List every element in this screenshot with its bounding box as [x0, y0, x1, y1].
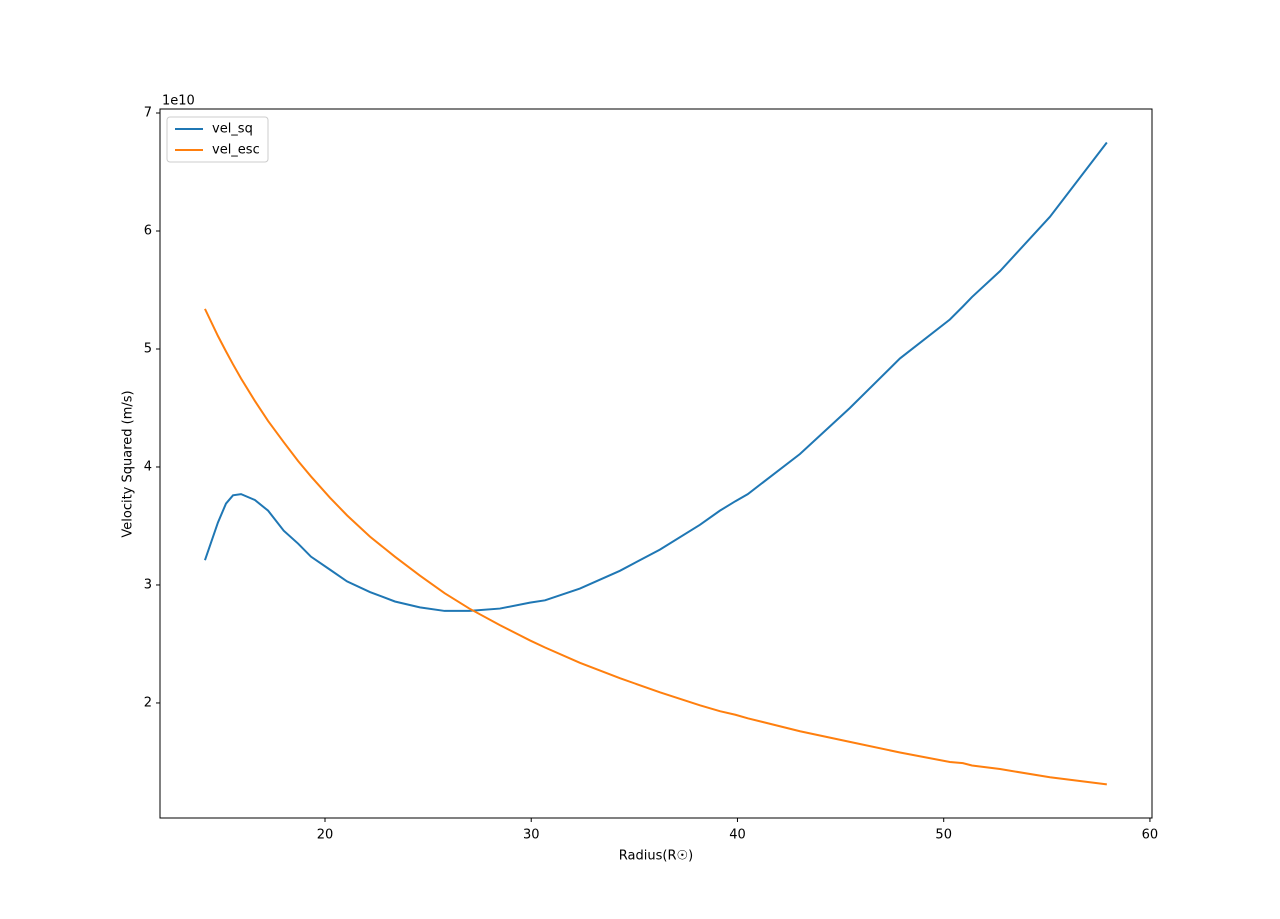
line-series	[204, 141, 1108, 612]
x-tick-label: 20	[317, 828, 334, 843]
y-tick-label: 7	[144, 106, 152, 121]
x-tick-label: 40	[729, 828, 746, 843]
x-tick-label: 50	[935, 828, 952, 843]
y-tick-label: 5	[144, 341, 152, 356]
legend-label: vel_esc	[212, 143, 260, 158]
line-series	[204, 308, 1107, 786]
x-tick-label: 60	[1142, 828, 1159, 843]
y-axis-label: Velocity Squared (m/s)	[121, 390, 136, 537]
y-tick-label: 4	[144, 459, 152, 474]
legend-label: vel_sq	[212, 122, 253, 137]
y-tick-label: 3	[144, 577, 152, 592]
plot-frame	[159, 108, 1153, 819]
y-offset-label: 1e10	[162, 94, 195, 109]
x-tick-label: 30	[523, 828, 540, 843]
x-axis-label: Radius(R☉)	[619, 849, 693, 864]
y-tick-label: 2	[144, 695, 152, 710]
y-tick-label: 6	[144, 224, 152, 239]
